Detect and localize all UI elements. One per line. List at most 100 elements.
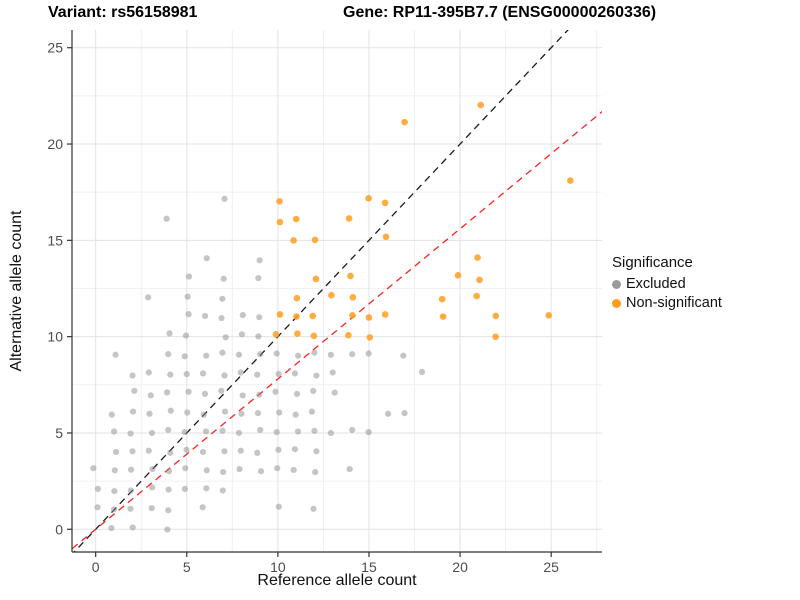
data-point bbox=[129, 408, 137, 415]
data-point bbox=[219, 427, 226, 434]
data-point bbox=[308, 408, 316, 415]
data-point bbox=[290, 237, 297, 244]
data-point bbox=[202, 428, 210, 435]
excluded-dot-icon bbox=[612, 279, 621, 289]
data-point bbox=[257, 426, 264, 434]
data-point bbox=[239, 392, 246, 399]
data-point bbox=[182, 332, 190, 339]
data-point bbox=[438, 295, 446, 303]
data-point bbox=[311, 427, 318, 434]
data-point bbox=[146, 410, 153, 417]
data-point bbox=[238, 410, 245, 417]
data-point bbox=[167, 407, 174, 414]
data-point bbox=[474, 254, 481, 261]
data-point bbox=[203, 467, 210, 474]
data-point bbox=[221, 195, 228, 202]
data-point bbox=[181, 485, 188, 493]
x-tick-label: 25 bbox=[543, 559, 559, 575]
major-gridlines bbox=[72, 30, 602, 552]
data-point bbox=[145, 369, 152, 376]
data-point bbox=[365, 314, 373, 321]
data-point bbox=[201, 390, 209, 397]
data-point bbox=[313, 372, 320, 379]
legend-item-excluded: Excluded bbox=[612, 276, 722, 292]
minor-gridlines bbox=[72, 30, 602, 552]
data-point bbox=[200, 411, 207, 418]
legend-title: Significance bbox=[612, 254, 693, 271]
data-point bbox=[454, 272, 462, 279]
data-point bbox=[237, 369, 244, 376]
data-point bbox=[312, 275, 320, 283]
data-point bbox=[328, 291, 335, 299]
data-point bbox=[346, 465, 353, 473]
gene-title: Gene: RP11-395B7.7 (ENSG00000260336) bbox=[343, 4, 657, 21]
data-point bbox=[164, 526, 171, 533]
data-point bbox=[256, 314, 263, 321]
y-axis-label: Alternative allele count bbox=[8, 210, 25, 372]
data-point bbox=[163, 215, 170, 222]
data-point bbox=[365, 429, 372, 436]
data-point bbox=[290, 466, 297, 474]
data-point bbox=[477, 101, 485, 109]
x-axis-label: Reference allele count bbox=[257, 572, 417, 589]
data-point bbox=[183, 370, 190, 378]
y-tick-label: 10 bbox=[47, 329, 63, 345]
data-point bbox=[401, 118, 408, 126]
data-point bbox=[147, 392, 154, 399]
x-tick-label: 15 bbox=[361, 559, 377, 575]
data-point bbox=[274, 465, 281, 472]
data-point bbox=[235, 429, 243, 437]
data-point bbox=[238, 331, 246, 338]
data-point bbox=[221, 448, 228, 455]
data-point bbox=[254, 371, 261, 378]
y-tick-label: 0 bbox=[55, 521, 63, 537]
data-point bbox=[365, 350, 372, 357]
data-point bbox=[110, 506, 118, 513]
data-point bbox=[273, 350, 280, 357]
data-point bbox=[219, 295, 226, 302]
data-point bbox=[163, 389, 171, 396]
data-point bbox=[167, 449, 174, 456]
legend: Significance Excluded Non-significant bbox=[612, 254, 722, 311]
data-point bbox=[221, 372, 228, 379]
data-point bbox=[148, 429, 156, 437]
data-point bbox=[349, 351, 356, 358]
data-point bbox=[201, 312, 209, 320]
reference-lines bbox=[72, 30, 602, 552]
data-point bbox=[183, 446, 190, 453]
data-point bbox=[382, 233, 390, 241]
data-point bbox=[108, 524, 115, 532]
data-point bbox=[149, 484, 156, 491]
data-point bbox=[112, 448, 120, 456]
data-point bbox=[112, 351, 119, 358]
data-point bbox=[295, 352, 302, 359]
data-point bbox=[127, 466, 135, 473]
data-point bbox=[327, 351, 334, 358]
data-point bbox=[111, 487, 118, 495]
data-point bbox=[235, 351, 243, 358]
data-point bbox=[276, 311, 284, 318]
data-point bbox=[349, 312, 356, 319]
data-point bbox=[94, 504, 101, 511]
x-tick-label: 5 bbox=[183, 559, 191, 575]
data-point bbox=[275, 503, 282, 510]
data-point bbox=[345, 331, 352, 339]
legend-item-non-significant: Non-significant bbox=[612, 295, 722, 311]
data-point bbox=[256, 257, 263, 264]
data-point bbox=[345, 215, 353, 222]
data-point bbox=[90, 465, 97, 472]
data-point bbox=[294, 428, 302, 435]
data-point bbox=[401, 410, 408, 417]
data-point bbox=[221, 408, 229, 415]
data-point bbox=[476, 276, 483, 284]
data-point bbox=[273, 429, 280, 436]
data-point bbox=[218, 314, 225, 322]
data-point bbox=[148, 505, 155, 512]
data-point bbox=[184, 293, 191, 300]
fit-line bbox=[72, 110, 602, 550]
data-point bbox=[111, 467, 118, 474]
data-point bbox=[312, 469, 319, 476]
data-point bbox=[313, 448, 320, 455]
data-point bbox=[311, 236, 319, 244]
data-point bbox=[108, 411, 115, 418]
